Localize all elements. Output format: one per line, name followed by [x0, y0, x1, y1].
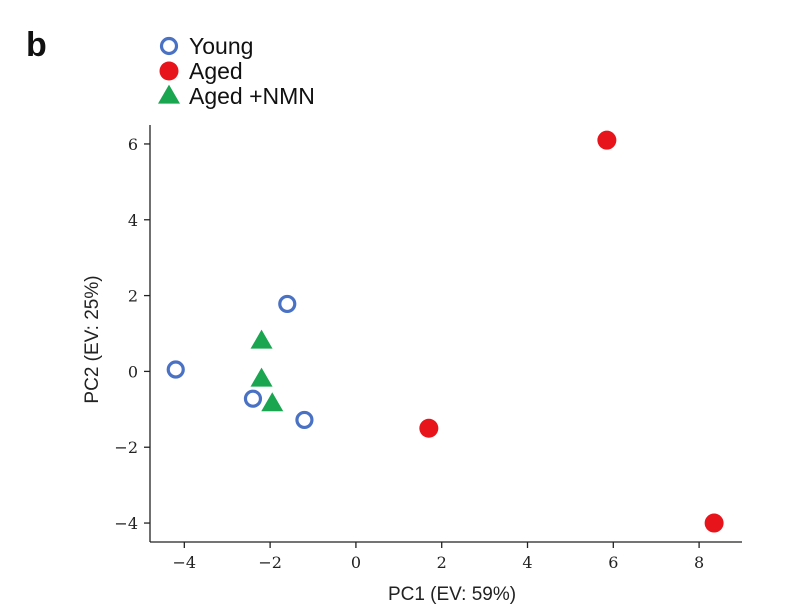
legend-marker-young [159, 36, 179, 56]
point-aged-nmn [261, 392, 284, 412]
y-tick-label: 4 [128, 211, 138, 230]
point-young [243, 389, 263, 408]
legend-label-aged: Aged [189, 58, 243, 84]
legend-label-aged-nmn: Aged +NMN [189, 83, 315, 109]
data-points [166, 130, 724, 533]
panel-label: b [26, 26, 47, 64]
x-tick-label: −4 [173, 553, 197, 572]
legend-marker-aged-nmn [158, 84, 180, 104]
point-aged-nmn [250, 329, 273, 349]
point-aged [597, 130, 617, 150]
x-tick-label: 6 [608, 553, 618, 572]
x-tick-label: 8 [694, 553, 704, 572]
axes [149, 125, 742, 543]
point-young [295, 410, 314, 430]
point-young [278, 294, 297, 314]
legend-label-young: Young [189, 33, 253, 59]
point-aged [704, 513, 724, 533]
x-tick-label: −2 [258, 553, 282, 572]
y-axis-label: PC2 (EV: 25%) [82, 275, 103, 403]
y-tick-label: 0 [128, 362, 138, 381]
y-ticks: −4 −2 0 2 4 6 [114, 135, 150, 533]
x-tick-label: 0 [351, 553, 361, 572]
legend-marker-aged [159, 61, 179, 81]
y-tick-label: −2 [114, 438, 138, 457]
point-aged [419, 418, 439, 438]
x-tick-label: 2 [437, 553, 447, 572]
x-tick-label: 4 [522, 553, 532, 572]
y-tick-label: 2 [128, 287, 138, 306]
point-aged-nmn [250, 367, 273, 387]
y-tick-label: −4 [114, 514, 138, 533]
y-tick-label: 6 [128, 135, 138, 154]
x-axis-label: PC1 (EV: 59%) [388, 584, 516, 605]
point-young [166, 360, 185, 379]
x-ticks: −4 −2 0 2 4 6 8 [173, 542, 704, 572]
